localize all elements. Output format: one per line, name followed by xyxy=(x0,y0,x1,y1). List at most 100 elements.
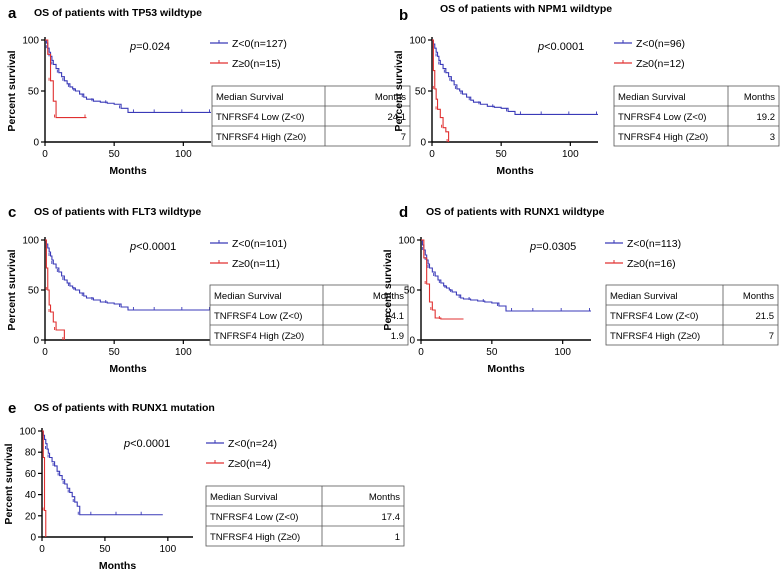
x-tick-label: 0 xyxy=(418,347,424,358)
y-tick-label: 0 xyxy=(420,138,426,149)
table-header-label: Median Survival xyxy=(214,291,282,302)
legend-label: Z≥0(n=12) xyxy=(636,58,685,70)
y-tick-label: 100 xyxy=(398,236,415,247)
table-row-value: 1 xyxy=(395,532,400,543)
y-tick-label: 100 xyxy=(22,36,39,47)
table-row-value: 3 xyxy=(770,132,775,143)
table-header-label: Median Survival xyxy=(610,291,678,302)
y-tick-label: 80 xyxy=(25,448,37,459)
median-table xyxy=(205,485,405,547)
y-tick-label: 0 xyxy=(30,533,36,544)
x-axis-title: Months xyxy=(109,363,146,375)
chart-title: OS of patients with RUNX1 wildtype xyxy=(426,206,605,218)
survival-curve-high xyxy=(421,239,464,320)
table-header-value: Months xyxy=(743,291,774,302)
panel-letter: d xyxy=(399,204,408,221)
x-tick-label: 100 xyxy=(562,149,579,160)
legend-label: Z≥0(n=16) xyxy=(627,258,676,270)
survival-curve-high xyxy=(432,39,450,142)
legend-label: Z≥0(n=4) xyxy=(228,458,271,470)
p-symbol: p xyxy=(129,241,136,253)
p-value: p=0.024 xyxy=(129,41,170,53)
table-row-label: TNFRSF4 High (Z≥0) xyxy=(216,132,306,143)
y-tick-label: 50 xyxy=(28,286,40,297)
x-tick-label: 50 xyxy=(496,149,508,160)
x-tick-label: 0 xyxy=(42,347,48,358)
table-row-value: 7 xyxy=(769,331,774,342)
table-row-label: TNFRSF4 High (Z≥0) xyxy=(210,532,300,543)
table-row-label: TNFRSF4 Low (Z<0) xyxy=(216,112,304,123)
y-axis-title: Percent survival xyxy=(6,249,18,330)
table-row-value: 19.2 xyxy=(757,112,776,123)
survival-curve-low xyxy=(432,39,598,116)
table-header-value: Months xyxy=(744,92,775,103)
y-tick-label: 100 xyxy=(22,236,39,247)
survival-curve-low xyxy=(45,239,211,311)
survival-curve-high xyxy=(42,430,47,537)
x-tick-label: 0 xyxy=(39,544,45,555)
panel-letter: c xyxy=(8,204,16,221)
table-row-value: 24.1 xyxy=(388,112,407,123)
p-value: p=0.0305 xyxy=(529,241,576,253)
p-number: <0.0001 xyxy=(544,41,584,53)
p-symbol: p xyxy=(537,41,544,53)
y-tick-label: 0 xyxy=(33,138,39,149)
table-row-value: 24.1 xyxy=(386,311,405,322)
p-symbol: p xyxy=(129,41,136,53)
median-table xyxy=(613,85,780,147)
y-axis-title: Percent survival xyxy=(3,443,15,524)
x-tick-label: 100 xyxy=(159,544,176,555)
table-header-label: Median Survival xyxy=(210,492,278,503)
y-tick-label: 50 xyxy=(415,87,427,98)
y-tick-label: 20 xyxy=(25,511,37,522)
x-tick-label: 50 xyxy=(109,347,121,358)
y-axis-title: Percent survival xyxy=(382,249,394,330)
x-tick-label: 100 xyxy=(554,347,571,358)
panel-e: e OS of patients with RUNX1 mutation 0 20 40… xyxy=(3,400,405,572)
p-symbol: p xyxy=(529,241,536,253)
chart-title: OS of patients with TP53 wildtype xyxy=(34,7,202,19)
x-axis-title: Months xyxy=(496,165,533,177)
panel-b: b OS of patients with NPM1 wildtype 0 50 100… xyxy=(393,3,780,177)
table-row-value: 17.4 xyxy=(382,512,401,523)
y-tick-label: 40 xyxy=(25,490,37,501)
table-row-label: TNFRSF4 High (Z≥0) xyxy=(214,331,304,342)
y-axis-title: Percent survival xyxy=(393,50,405,131)
legend-label: Z<0(n=113) xyxy=(627,238,681,250)
x-tick-label: 50 xyxy=(109,149,121,160)
legend-label: Z≥0(n=15) xyxy=(232,58,281,70)
chart-title: OS of patients with FLT3 wildtype xyxy=(34,206,201,218)
x-tick-label: 0 xyxy=(42,149,48,160)
legend-label: Z≥0(n=11) xyxy=(232,258,280,270)
table-row-label: TNFRSF4 Low (Z<0) xyxy=(210,512,298,523)
x-tick-label: 50 xyxy=(486,347,498,358)
p-value: p<0.0001 xyxy=(129,241,176,253)
y-tick-label: 100 xyxy=(409,36,426,47)
panel-letter: b xyxy=(399,7,408,24)
y-tick-label: 100 xyxy=(19,427,36,438)
survival-curve-high xyxy=(45,39,87,119)
survival-curve-low xyxy=(45,39,211,113)
p-number: =0.024 xyxy=(136,41,170,53)
p-value: p<0.0001 xyxy=(537,41,584,53)
y-tick-label: 0 xyxy=(33,336,39,347)
x-tick-label: 0 xyxy=(429,149,435,160)
x-axis-title: Months xyxy=(99,560,136,572)
p-number: =0.0305 xyxy=(536,241,576,253)
median-table xyxy=(211,85,411,147)
y-tick-label: 0 xyxy=(409,336,415,347)
table-row-value: 1.9 xyxy=(391,331,404,342)
survival-curve-high xyxy=(45,239,65,340)
panel-letter: a xyxy=(8,5,17,22)
table-header-label: Median Survival xyxy=(618,92,686,103)
y-tick-label: 50 xyxy=(28,87,40,98)
table-row-label: TNFRSF4 High (Z≥0) xyxy=(610,331,700,342)
x-axis-title: Months xyxy=(109,165,146,177)
panel-d: d OS of patients with RUNX1 wildtype 0 50 10… xyxy=(382,204,779,375)
chart-title: OS of patients with RUNX1 mutation xyxy=(34,402,215,414)
x-axis-title: Months xyxy=(487,363,524,375)
y-tick-label: 60 xyxy=(25,469,37,480)
p-value: p<0.0001 xyxy=(123,438,170,450)
table-row-label: TNFRSF4 High (Z≥0) xyxy=(618,132,708,143)
